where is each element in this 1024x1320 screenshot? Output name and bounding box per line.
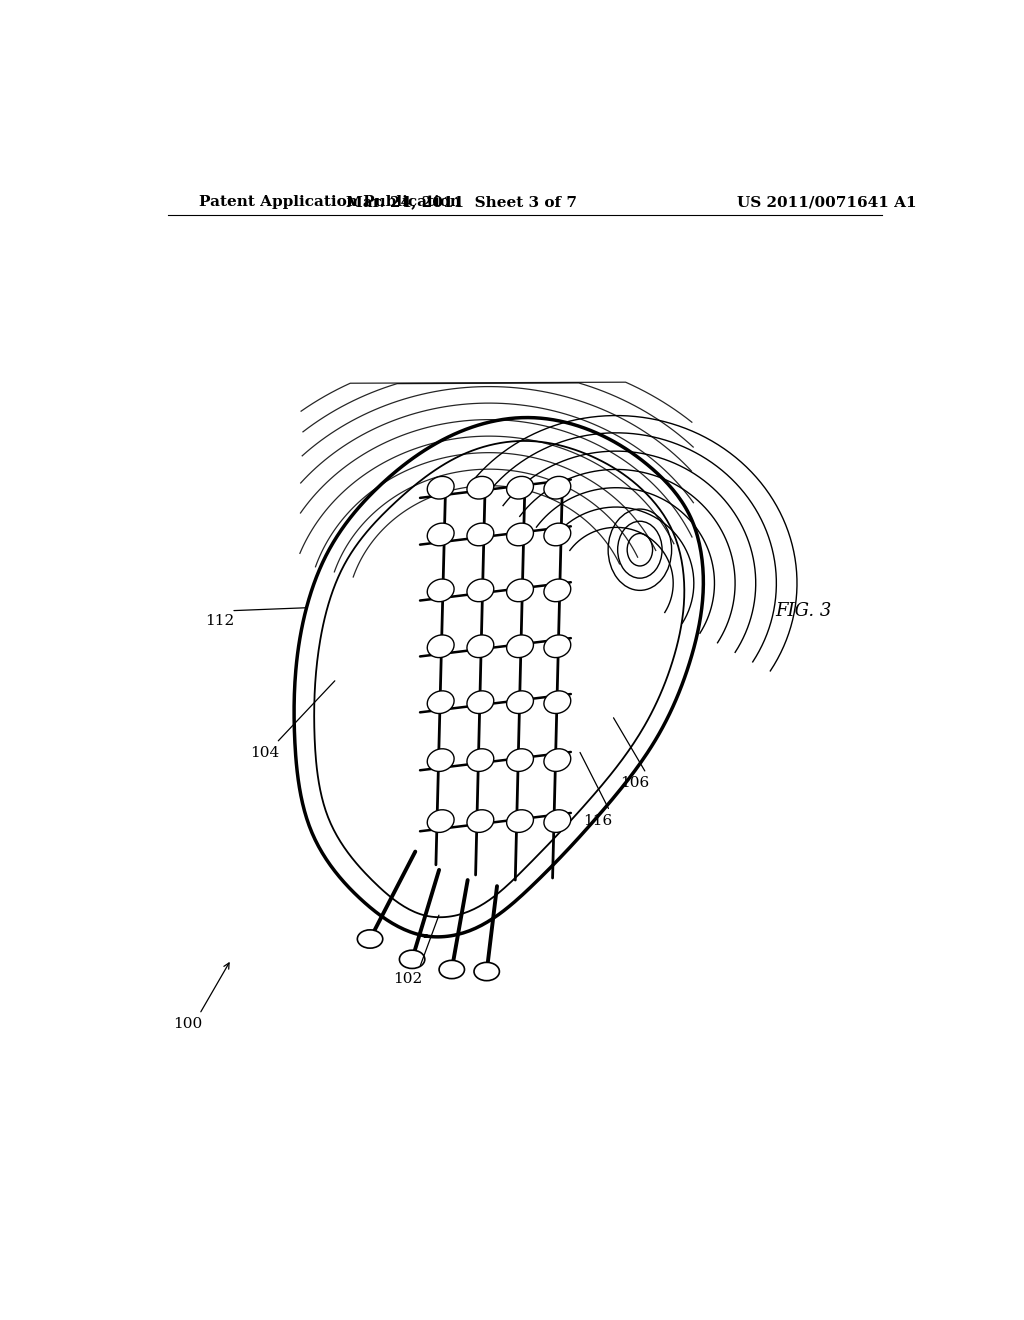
Ellipse shape [467,579,494,602]
Ellipse shape [507,748,534,771]
Text: 104: 104 [250,746,280,760]
Ellipse shape [357,929,383,948]
Ellipse shape [507,635,534,657]
Ellipse shape [427,748,454,771]
Text: 116: 116 [584,814,612,828]
Ellipse shape [399,950,425,969]
Text: FIG. 3: FIG. 3 [775,602,831,619]
Text: 100: 100 [173,1018,202,1031]
Ellipse shape [544,477,570,499]
Text: Mar. 24, 2011  Sheet 3 of 7: Mar. 24, 2011 Sheet 3 of 7 [346,195,577,209]
Ellipse shape [467,477,494,499]
Ellipse shape [507,809,534,833]
Ellipse shape [507,690,534,714]
Ellipse shape [467,690,494,714]
Ellipse shape [427,523,454,545]
Ellipse shape [467,809,494,833]
Ellipse shape [507,579,534,602]
Ellipse shape [544,690,570,714]
Ellipse shape [544,635,570,657]
Ellipse shape [544,579,570,602]
Text: Patent Application Publication: Patent Application Publication [200,195,462,209]
Ellipse shape [544,809,570,833]
Ellipse shape [467,748,494,771]
Ellipse shape [507,477,534,499]
Ellipse shape [544,523,570,545]
Ellipse shape [427,635,454,657]
Ellipse shape [474,962,500,981]
Ellipse shape [427,579,454,602]
Ellipse shape [544,748,570,771]
Text: 102: 102 [393,972,422,986]
Text: 112: 112 [205,614,233,628]
Ellipse shape [507,523,534,545]
Text: 106: 106 [620,776,649,791]
Ellipse shape [427,690,454,714]
Ellipse shape [439,961,465,978]
Ellipse shape [427,809,454,833]
Ellipse shape [467,635,494,657]
Text: US 2011/0071641 A1: US 2011/0071641 A1 [736,195,916,209]
Ellipse shape [467,523,494,545]
Ellipse shape [427,477,454,499]
